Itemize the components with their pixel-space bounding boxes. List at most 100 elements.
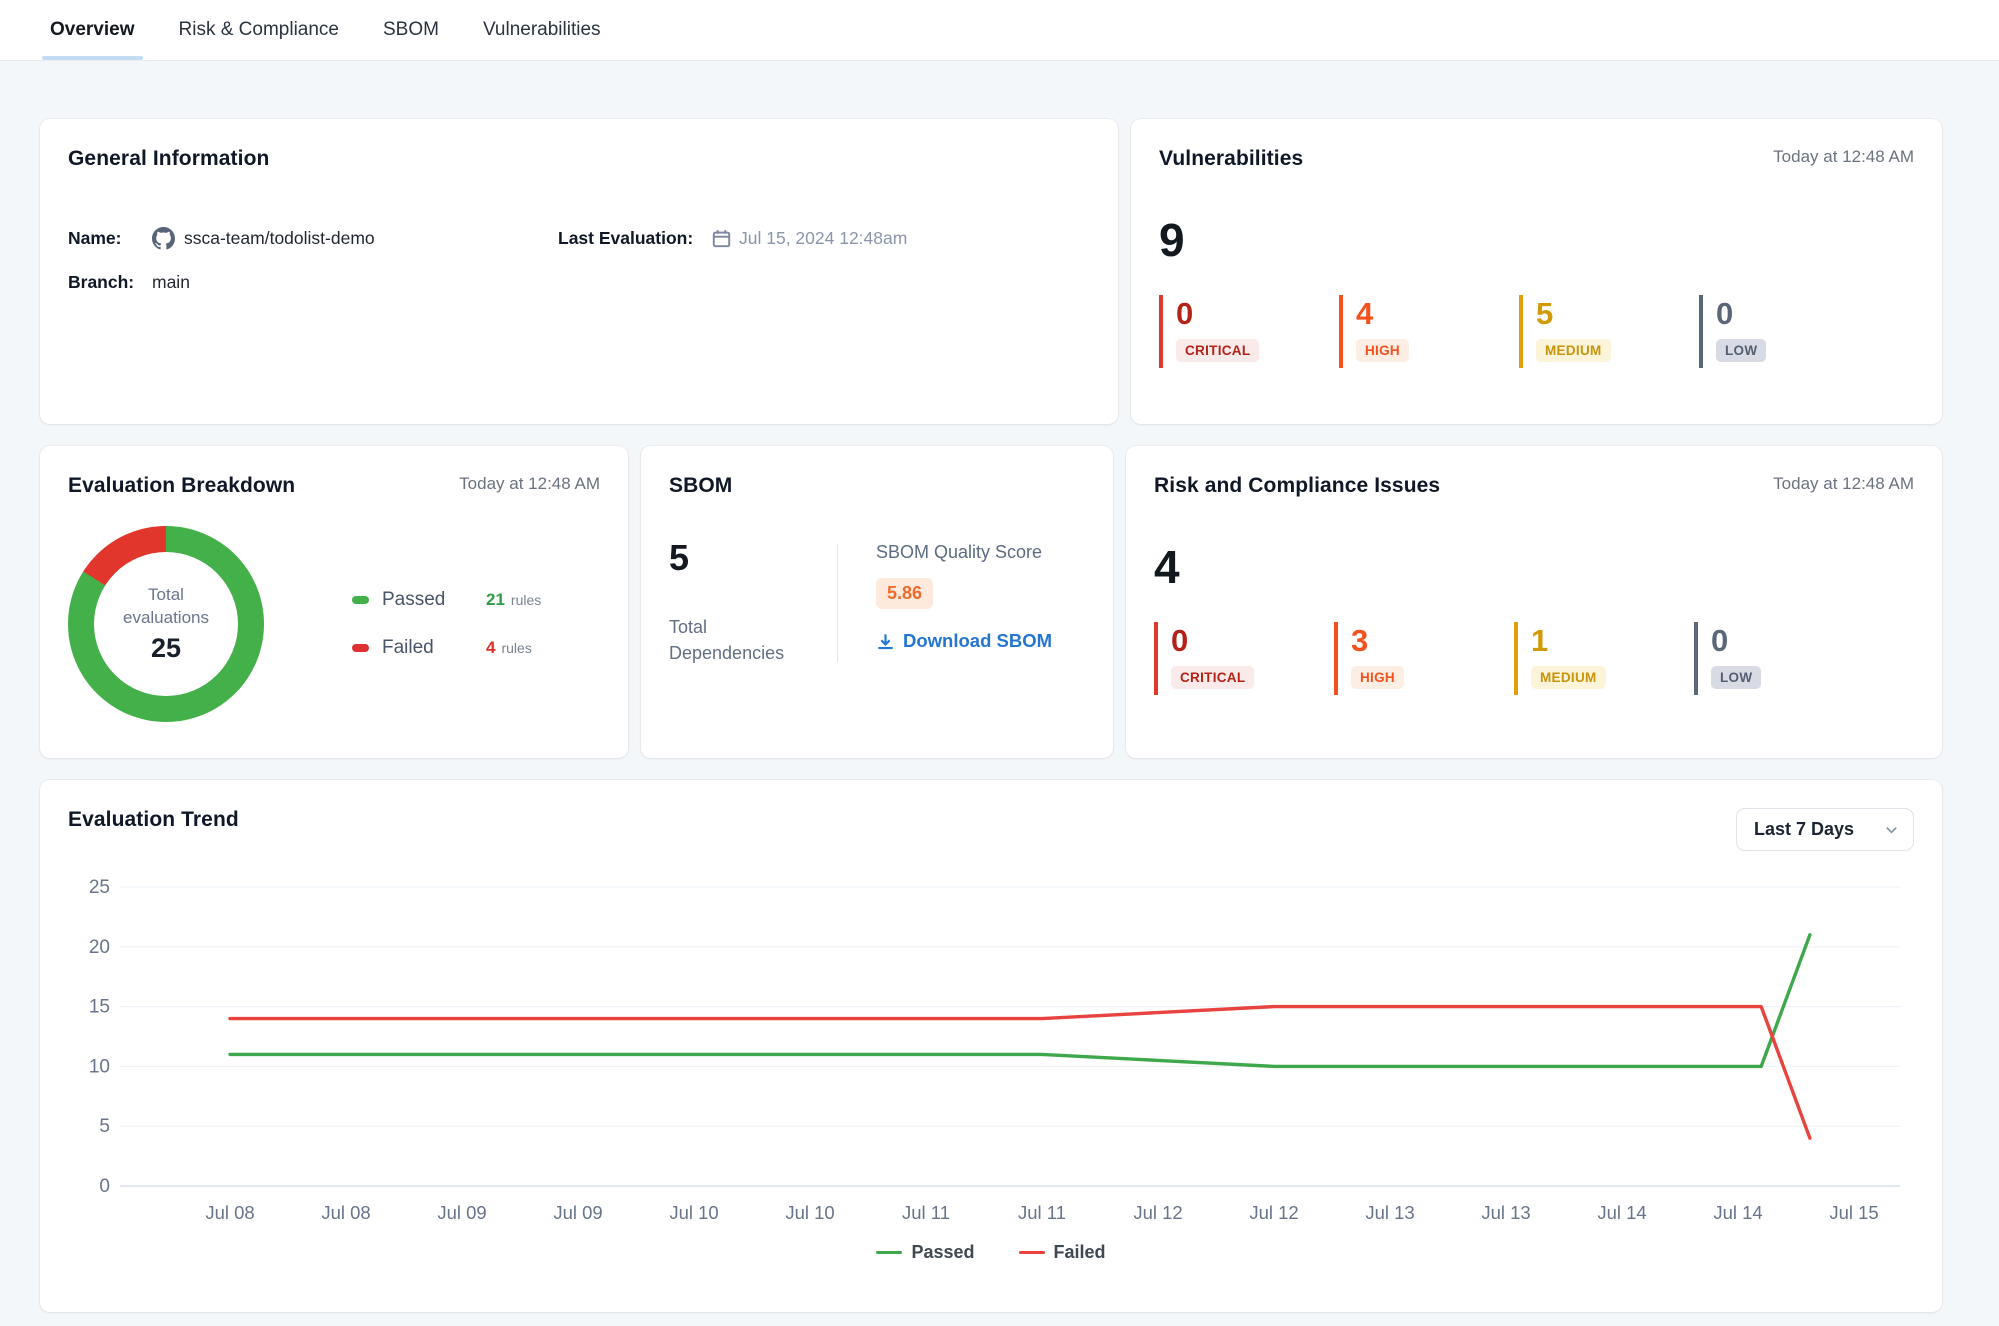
- vuln-severity-medium: 5 MEDIUM: [1519, 295, 1699, 369]
- evaluation-breakdown-title: Evaluation Breakdown: [68, 474, 296, 497]
- tab-sbom[interactable]: SBOM: [383, 19, 439, 40]
- tab-vulnerabilities[interactable]: Vulnerabilities: [482, 19, 601, 40]
- total-dependencies-label: Total Dependencies: [669, 617, 785, 664]
- sbom-card: SBOM 5 Total Dependencies SBOM Quality S…: [641, 446, 1113, 758]
- svg-text:Jul 13: Jul 13: [1481, 1202, 1530, 1223]
- svg-text:Jul 12: Jul 12: [1133, 1202, 1182, 1223]
- critical-badge: CRITICAL: [1171, 666, 1255, 690]
- general-information-title: General Information: [68, 147, 270, 170]
- vulnerabilities-timestamp: Today at 12:48 AM: [1773, 147, 1914, 166]
- donut-total-value: 25: [150, 632, 182, 663]
- vulnerabilities-total: 9: [1159, 214, 1185, 266]
- high-badge: HIGH: [1351, 666, 1404, 690]
- low-count: 0: [1711, 623, 1729, 658]
- risk-severity-medium: 1 MEDIUM: [1514, 622, 1694, 696]
- svg-text:25: 25: [89, 877, 110, 898]
- svg-text:5: 5: [99, 1116, 110, 1137]
- risk-severity-critical: 0 CRITICAL: [1154, 622, 1334, 696]
- svg-text:Jul 13: Jul 13: [1365, 1202, 1414, 1223]
- download-sbom-link[interactable]: Download SBOM: [876, 630, 1052, 652]
- github-icon: [152, 227, 175, 250]
- name-label: Name:: [68, 228, 122, 248]
- svg-text:Jul 14: Jul 14: [1597, 1202, 1646, 1223]
- svg-text:10: 10: [89, 1056, 110, 1077]
- risk-compliance-title: Risk and Compliance Issues: [1154, 474, 1441, 497]
- risk-compliance-card: Risk and Compliance Issues Today at 12:4…: [1126, 446, 1942, 758]
- passed-line-icon: [876, 1250, 903, 1255]
- risk-severity-high: 3 HIGH: [1334, 622, 1514, 696]
- svg-text:Jul 14: Jul 14: [1713, 1202, 1762, 1223]
- time-range-value: Last 7 Days: [1754, 819, 1855, 839]
- last-evaluation-label: Last Evaluation:: [558, 228, 694, 248]
- high-count: 3: [1351, 623, 1369, 658]
- failed-line-icon: [1018, 1250, 1045, 1255]
- svg-text:Jul 10: Jul 10: [669, 1202, 718, 1223]
- trend-legend-failed: Failed: [1018, 1242, 1106, 1263]
- low-badge: LOW: [1711, 666, 1762, 690]
- total-dependencies-value: 5: [669, 537, 690, 578]
- svg-text:0: 0: [99, 1176, 110, 1197]
- evaluation-trend-chart: 0 5 10 15 20 25 Jul 08 Jul 08 Jul 09 Jul 09 Jul 10…: [68, 869, 1914, 1236]
- top-tab-bar: Overview Risk & Compliance SBOM Vulnerab…: [0, 0, 1999, 61]
- high-count: 4: [1356, 296, 1374, 331]
- svg-text:Jul 08: Jul 08: [321, 1202, 370, 1223]
- sbom-quality-score-value: 5.86: [876, 578, 934, 609]
- svg-text:Jul 10: Jul 10: [785, 1202, 834, 1223]
- legend-failed: Failed 4 rules: [352, 637, 541, 659]
- svg-text:Jul 11: Jul 11: [1018, 1202, 1066, 1223]
- svg-text:Jul 09: Jul 09: [437, 1202, 486, 1223]
- critical-badge: CRITICAL: [1176, 339, 1260, 363]
- low-count: 0: [1716, 296, 1734, 331]
- general-information-card: General Information Name: ssca-team/todo…: [40, 119, 1118, 424]
- branch-row: Branch: main: [68, 272, 558, 293]
- calendar-icon: [712, 229, 731, 248]
- risk-severity-low: 0 LOW: [1694, 622, 1874, 696]
- sbom-quality-score-label: SBOM Quality Score: [876, 542, 1043, 562]
- vuln-severity-high: 4 HIGH: [1339, 295, 1519, 369]
- vertical-divider: [837, 544, 838, 663]
- repo-name-row: Name: ssca-team/todolist-demo: [68, 227, 558, 250]
- tab-overview[interactable]: Overview: [42, 0, 142, 60]
- branch-value: main: [152, 272, 190, 292]
- failed-dot-icon: [352, 644, 369, 652]
- last-evaluation-value: Jul 15, 2024 12:48am: [739, 228, 908, 248]
- critical-count: 0: [1171, 623, 1189, 658]
- high-badge: HIGH: [1356, 339, 1409, 363]
- evaluation-trend-title: Evaluation Trend: [68, 808, 239, 831]
- time-range-dropdown[interactable]: Last 7 Days: [1736, 808, 1914, 851]
- branch-label: Branch:: [68, 272, 135, 292]
- vuln-severity-low: 0 LOW: [1699, 295, 1879, 369]
- evaluation-breakdown-timestamp: Today at 12:48 AM: [459, 474, 600, 493]
- svg-text:15: 15: [89, 997, 110, 1018]
- trend-legend-passed: Passed: [876, 1242, 975, 1263]
- last-evaluation-row: Last Evaluation: Jul 15, 2024 12:48am: [558, 227, 1090, 250]
- evaluation-breakdown-card: Evaluation Breakdown Today at 12:48 AM T…: [40, 446, 628, 758]
- trend-chart-legend: Passed Failed: [68, 1242, 1914, 1263]
- repo-name-value: ssca-team/todolist-demo: [184, 228, 375, 248]
- vuln-severity-critical: 0 CRITICAL: [1159, 295, 1339, 369]
- svg-text:Jul 09: Jul 09: [553, 1202, 602, 1223]
- medium-badge: MEDIUM: [1536, 339, 1611, 363]
- vulnerabilities-title: Vulnerabilities: [1159, 147, 1304, 170]
- svg-text:Jul 15: Jul 15: [1829, 1202, 1878, 1223]
- medium-badge: MEDIUM: [1531, 666, 1606, 690]
- critical-count: 0: [1176, 296, 1194, 331]
- low-badge: LOW: [1716, 339, 1767, 363]
- chevron-down-icon: [1884, 822, 1899, 837]
- evaluation-trend-card: Evaluation Trend Last 7 Days 0 5 10 15 20 25 J…: [40, 780, 1942, 1312]
- svg-text:Jul 12: Jul 12: [1249, 1202, 1298, 1223]
- medium-count: 1: [1531, 623, 1549, 658]
- passed-dot-icon: [352, 596, 369, 604]
- svg-text:Jul 08: Jul 08: [205, 1202, 254, 1223]
- medium-count: 5: [1536, 296, 1554, 331]
- svg-text:Jul 11: Jul 11: [902, 1202, 950, 1223]
- sbom-title: SBOM: [669, 474, 733, 497]
- risk-compliance-timestamp: Today at 12:48 AM: [1773, 474, 1914, 493]
- svg-text:20: 20: [89, 937, 110, 958]
- risk-compliance-total: 4: [1154, 541, 1180, 593]
- evaluations-donut-chart: Total evaluations 25: [68, 526, 264, 722]
- donut-center-label: Total evaluations: [122, 585, 209, 627]
- legend-passed: Passed 21 rules: [352, 589, 541, 611]
- vulnerabilities-card: Vulnerabilities Today at 12:48 AM 9 0 CR…: [1131, 119, 1942, 424]
- tab-risk-compliance[interactable]: Risk & Compliance: [178, 19, 340, 40]
